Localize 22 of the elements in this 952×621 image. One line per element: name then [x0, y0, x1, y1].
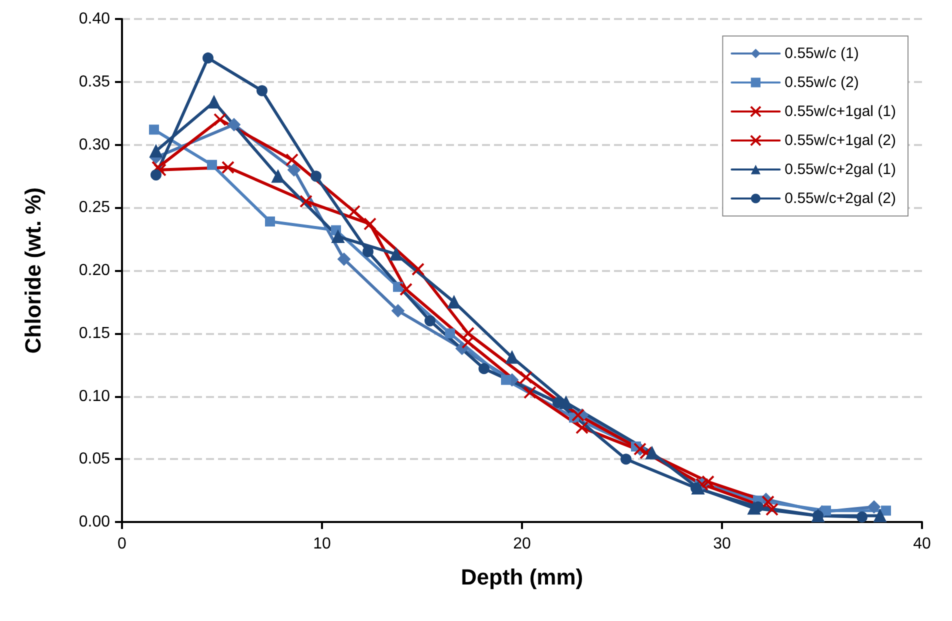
y-tick-label: 0.40 — [78, 10, 110, 28]
y-tick-label: 0.10 — [78, 388, 110, 405]
y-tick-label: 0.00 — [78, 514, 110, 530]
x-tick-label: 40 — [913, 536, 931, 552]
y-tick-label: 0.35 — [78, 73, 110, 90]
legend-label: 0.55w/c+1gal (1) — [784, 103, 896, 120]
x-axis-title: Depth (mm) — [460, 564, 584, 590]
y-tick-label: 0.05 — [78, 450, 110, 468]
x-tick-label: 20 — [513, 536, 531, 552]
y-axis-title: Chloride (wt. %) — [20, 187, 46, 354]
y-tick-label: 0.25 — [78, 199, 110, 216]
legend-label: 0.55w/c+2gal (1) — [784, 161, 896, 178]
legend-label: 0.55w/c (2) — [784, 74, 859, 91]
x-tick-label: 30 — [713, 536, 731, 552]
y-tick-label: 0.15 — [78, 324, 110, 342]
legend-label: 0.55w/c (1) — [784, 45, 859, 62]
legend-label: 0.55w/c+1gal (2) — [784, 132, 896, 149]
x-tick-label: 0 — [118, 536, 127, 552]
y-tick-label: 0.20 — [78, 262, 110, 279]
y-tick-label: 0.30 — [78, 136, 110, 154]
x-tick-label: 10 — [313, 536, 331, 552]
legend-label: 0.55w/c+2gal (2) — [784, 190, 896, 207]
